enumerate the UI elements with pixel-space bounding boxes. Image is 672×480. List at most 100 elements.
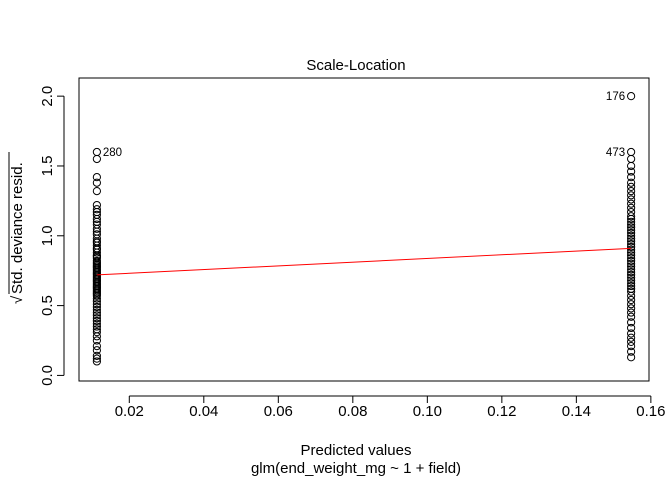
data-point — [627, 304, 636, 313]
data-point — [627, 329, 636, 338]
smoother-line — [96, 247, 632, 276]
data-point — [92, 341, 101, 351]
data-point — [627, 147, 636, 157]
data-point — [627, 254, 636, 263]
data-point — [92, 214, 101, 224]
data-point — [627, 178, 636, 187]
y-tick-label: 0.0 — [39, 365, 56, 386]
data-point — [92, 187, 101, 196]
x-tick-label: 0.16 — [636, 403, 665, 420]
data-point — [92, 178, 101, 187]
x-tick-label: 0.10 — [413, 403, 442, 420]
x-tick-label: 0.04 — [189, 403, 218, 420]
data-point — [627, 265, 636, 274]
y-tick-label: 0.5 — [39, 295, 56, 316]
data-point — [627, 276, 636, 285]
data-point — [627, 287, 636, 296]
data-point — [92, 322, 101, 331]
data-point — [627, 281, 636, 291]
data-point — [627, 214, 636, 224]
data-point — [92, 336, 101, 345]
data-point — [627, 251, 636, 260]
data-point — [627, 212, 636, 221]
data-point — [627, 223, 636, 232]
data-point — [627, 199, 636, 208]
data-points — [92, 92, 636, 366]
data-point — [92, 314, 101, 323]
data-point — [627, 220, 636, 229]
data-point — [92, 297, 101, 306]
data-point — [92, 248, 101, 257]
data-point — [92, 311, 101, 320]
data-point — [627, 245, 636, 254]
data-point — [627, 182, 636, 192]
data-point — [627, 161, 636, 171]
y-tick-label: 1.5 — [39, 156, 56, 177]
data-point — [627, 353, 636, 362]
data-point — [627, 273, 636, 282]
x-tick-label: 0.06 — [264, 403, 293, 420]
x-axis-title: Predicted values — [301, 442, 412, 459]
data-point — [92, 291, 101, 300]
x-axis-subtitle: glm(end_weight_mg ~ 1 + field) — [251, 460, 461, 477]
data-point — [627, 231, 636, 240]
data-point — [627, 167, 636, 176]
point-label: 280 — [103, 147, 122, 159]
data-point — [627, 154, 636, 164]
data-point — [627, 300, 636, 309]
plot-frame — [78, 77, 650, 382]
y-axis-title-text: Std. deviance resid. — [9, 162, 26, 294]
smoother-polyline — [96, 247, 632, 276]
data-point — [92, 308, 101, 317]
data-point — [627, 191, 636, 200]
x-tick-label: 0.08 — [338, 403, 367, 420]
data-point — [627, 203, 636, 212]
data-point — [627, 323, 636, 333]
data-point — [627, 187, 636, 196]
data-point — [92, 316, 101, 326]
y-tick-label: 1.0 — [39, 225, 56, 246]
data-point — [92, 147, 101, 157]
data-point — [92, 300, 101, 309]
y-axis-title-radical: √ — [9, 295, 26, 304]
data-point — [627, 207, 636, 217]
data-point — [92, 351, 101, 360]
data-point — [627, 308, 636, 317]
data-point — [627, 92, 636, 101]
data-point — [92, 332, 101, 341]
data-point — [92, 305, 101, 314]
data-point — [627, 270, 636, 279]
point-label: 176 — [606, 91, 625, 103]
data-point — [627, 347, 636, 356]
data-point — [627, 173, 636, 182]
chart-title: Scale-Location — [306, 57, 405, 74]
x-tick-label: 0.14 — [562, 403, 591, 420]
data-point — [92, 328, 101, 337]
data-point — [92, 346, 101, 355]
data-point — [627, 291, 636, 300]
data-point — [92, 205, 101, 214]
data-point — [627, 242, 636, 252]
data-point — [627, 217, 636, 226]
data-point — [92, 154, 101, 164]
data-point — [92, 319, 101, 328]
data-point — [627, 337, 636, 347]
y-tick-label: 2.0 — [39, 86, 56, 107]
x-axis: 0.02 0.04 0.06 0.08 0.10 0.12 0.14 0.16 — [115, 395, 665, 420]
data-point — [92, 354, 101, 363]
x-tick-label: 0.12 — [487, 403, 516, 420]
data-point — [627, 259, 636, 268]
data-point — [627, 333, 636, 342]
data-point — [92, 173, 101, 182]
data-point — [627, 262, 636, 271]
data-point — [627, 234, 636, 243]
data-point — [627, 248, 636, 257]
data-point — [627, 228, 636, 238]
data-point — [627, 295, 636, 305]
data-point — [92, 224, 101, 233]
point-annotations: 280 473 176 — [103, 91, 625, 159]
y-axis-title: √ Std. deviance resid. — [8, 152, 26, 304]
data-point — [627, 312, 636, 321]
data-point — [627, 318, 636, 327]
